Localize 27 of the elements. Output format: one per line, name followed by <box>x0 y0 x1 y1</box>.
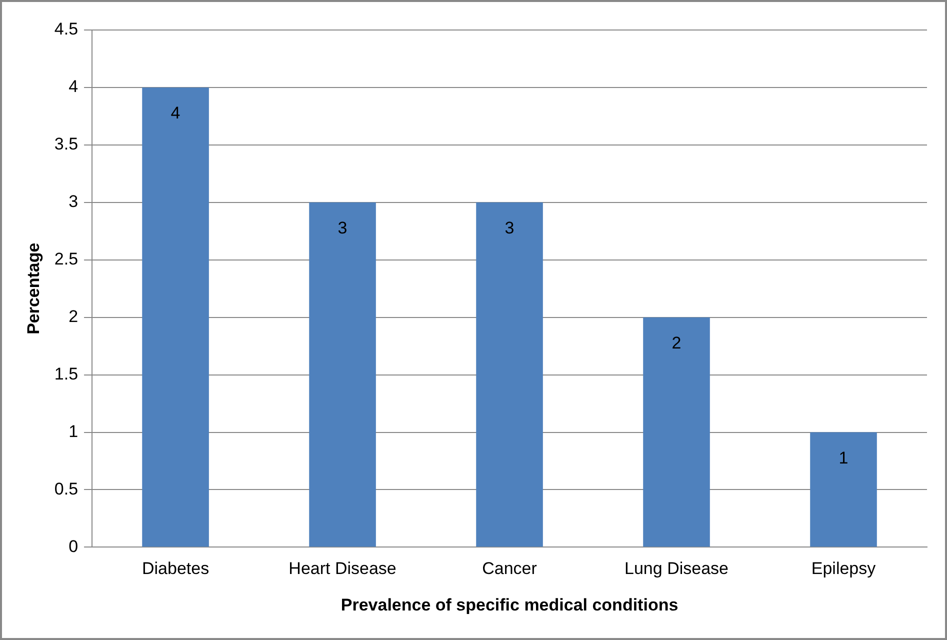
data-label: 4 <box>170 104 180 123</box>
y-tick-label: 1.5 <box>54 364 78 384</box>
y-tick-label: 3.5 <box>54 134 78 154</box>
data-label: 2 <box>672 334 682 353</box>
bar <box>476 202 543 547</box>
y-tick-label: 0 <box>68 536 78 556</box>
y-tick-label: 2 <box>68 307 78 326</box>
y-tick-label: 1 <box>68 422 78 441</box>
y-axis-title: Percentage <box>24 242 43 334</box>
x-tick-label: Diabetes <box>142 559 210 578</box>
bar <box>643 317 710 547</box>
y-tick-label: 4.5 <box>54 20 78 39</box>
data-label: 3 <box>504 218 514 238</box>
bar <box>309 202 376 547</box>
data-label: 1 <box>838 448 848 468</box>
data-label: 3 <box>338 218 348 238</box>
bar <box>142 87 209 547</box>
y-tick-label: 0.5 <box>54 479 78 498</box>
y-tick-label: 4 <box>68 77 78 96</box>
x-tick-label: Cancer <box>482 559 538 578</box>
y-tick-label: 3 <box>68 192 78 212</box>
y-tick-label: 2.5 <box>54 250 78 269</box>
x-tick-label: Lung Disease <box>624 559 728 578</box>
bar <box>810 432 877 547</box>
x-tick-label: Epilepsy <box>811 559 876 578</box>
x-axis-title: Prevalence of specific medical conditions <box>340 595 678 614</box>
x-tick-label: Heart Disease <box>288 559 396 578</box>
